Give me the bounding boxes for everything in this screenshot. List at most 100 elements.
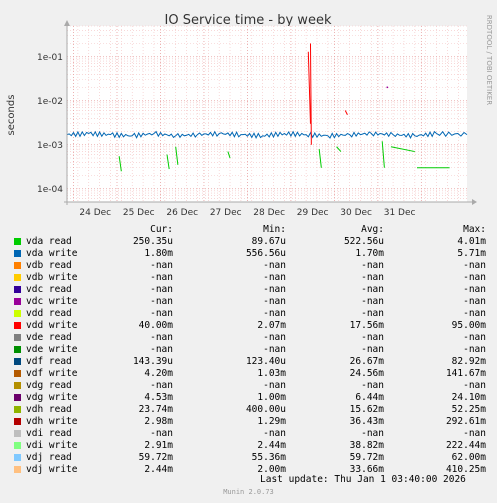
series-segment-vdd-write [344, 110, 348, 116]
series [66, 43, 468, 172]
legend-value-avg: 36.43m [349, 416, 384, 427]
legend-value-cur: 4.20m [144, 368, 173, 379]
legend-series-name: vde read [26, 332, 72, 343]
legend-series-name: vdb read [26, 260, 72, 271]
legend-row: vdj write 2.44m 2.00m 33.66m 410.25m [0, 464, 497, 476]
series-segment-vda-read [118, 156, 122, 172]
legend-value-max: 5.71m [457, 248, 486, 259]
legend-value-cur: -nan [150, 272, 173, 283]
legend-value-max: 95.00m [451, 320, 486, 331]
legend-row: vda read 250.35u 89.67u 522.56u 4.01m [0, 236, 497, 248]
legend-swatch [14, 358, 21, 365]
legend-value-min: 123.40u [245, 356, 286, 367]
legend-series-name: vde write [26, 344, 78, 355]
grid [66, 25, 467, 203]
legend-swatch [14, 394, 21, 401]
legend-row: vdb write -nan -nan -nan -nan [0, 272, 497, 284]
x-tick-label: 29 Dec [297, 208, 329, 218]
legend-swatch [14, 250, 21, 257]
series-segment-vda-read [390, 146, 415, 153]
series-point-vdh-write [386, 86, 389, 89]
legend-value-min: 1.29m [257, 416, 286, 427]
legend-value-max: -nan [463, 284, 486, 295]
legend-value-max: -nan [463, 428, 486, 439]
legend-value-min: -nan [263, 428, 286, 439]
legend-value-cur: -nan [150, 284, 173, 295]
legend-value-avg: -nan [361, 272, 384, 283]
legend-col-max: Max: [463, 224, 486, 235]
legend-value-avg: 33.66m [349, 464, 384, 475]
x-tick-label: 24 Dec [79, 208, 111, 218]
legend-value-cur: -nan [150, 260, 173, 271]
legend-row: vdg read -nan -nan -nan -nan [0, 380, 497, 392]
rrdtool-side-label: RRDTOOL / TOBI OETIKER [485, 15, 493, 105]
legend-value-avg: 6.44m [355, 392, 384, 403]
legend-row: vdc read -nan -nan -nan -nan [0, 284, 497, 296]
legend-value-min: 400.00u [245, 404, 286, 415]
y-tick-label: 1e-02 [37, 97, 63, 107]
legend-series-name: vdd write [26, 320, 78, 331]
legend-col-min: Min: [263, 224, 286, 235]
legend-swatch [14, 430, 21, 437]
legend-series-name: vdd read [26, 308, 72, 319]
y-tick-label: 1e-04 [37, 185, 63, 195]
legend-value-max: -nan [463, 272, 486, 283]
x-tick-label: 27 Dec [210, 208, 242, 218]
legend-series-name: vdj read [26, 452, 72, 463]
legend-row: vdd write 40.00m 2.07m 17.56m 95.00m [0, 320, 497, 332]
legend-value-cur: 23.74m [138, 404, 173, 415]
legend-swatch [14, 454, 21, 461]
legend-series-name: vdi read [26, 428, 72, 439]
legend-series-name: vdh read [26, 404, 72, 415]
legend-swatch [14, 370, 21, 377]
legend-value-cur: 2.98m [144, 416, 173, 427]
legend-value-max: 62.00m [451, 452, 486, 463]
y-tick-label: 1e-03 [37, 141, 63, 151]
legend-series-name: vda read [26, 236, 72, 247]
legend-swatch [14, 262, 21, 269]
legend-value-cur: -nan [150, 380, 173, 391]
legend-row: vdj read 59.72m 55.36m 59.72m 62.00m [0, 452, 497, 464]
series-segment-vdd-write [307, 51, 311, 124]
series-segment-vdd-write [309, 43, 312, 145]
legend-value-cur: 40.00m [138, 320, 173, 331]
legend-value-max: -nan [463, 296, 486, 307]
legend-row: vda write 1.80m 556.56u 1.70m 5.71m [0, 248, 497, 260]
legend-row: vdf read 143.39u 123.40u 26.67m 82.92m [0, 356, 497, 368]
legend-value-max: -nan [463, 380, 486, 391]
legend-series-name: vdj write [26, 464, 78, 475]
legend-swatch [14, 334, 21, 341]
ticks: 1e-04 1e-03 1e-02 1e-01 24 Dec 25 Dec 26 Dec 27… [37, 53, 415, 218]
legend-col-avg: Avg: [361, 224, 384, 235]
legend-swatch [14, 286, 21, 293]
last-update: Last update: Thu Jan 1 03:40:00 2026 [260, 474, 466, 485]
legend-value-max: 222.44m [445, 440, 486, 451]
legend-series-name: vdf write [26, 368, 78, 379]
legend-value-cur: -nan [150, 344, 173, 355]
series-segment-vda-read [336, 146, 342, 152]
legend-value-min: 1.03m [257, 368, 286, 379]
legend-value-min: -nan [263, 344, 286, 355]
legend-value-min: -nan [263, 284, 286, 295]
legend-value-max: 82.92m [451, 356, 486, 367]
legend-value-cur: 59.72m [138, 452, 173, 463]
legend-value-min: -nan [263, 260, 286, 271]
x-tick-label: 28 Dec [253, 208, 285, 218]
legend-value-avg: -nan [361, 260, 384, 271]
legend-row: vdi read -nan -nan -nan -nan [0, 428, 497, 440]
legend-value-avg: 26.67m [349, 356, 384, 367]
series-segment-vda-read [227, 151, 231, 159]
legend-value-min: 55.36m [251, 452, 286, 463]
legend-value-max: -nan [463, 332, 486, 343]
legend-swatch [14, 382, 21, 389]
legend-value-avg: -nan [361, 428, 384, 439]
legend-value-min: 2.07m [257, 320, 286, 331]
x-tick-label: 25 Dec [123, 208, 155, 218]
legend-value-avg: 59.72m [349, 452, 384, 463]
legend-row: vde read -nan -nan -nan -nan [0, 332, 497, 344]
x-tick-label: 30 Dec [340, 208, 372, 218]
legend-value-cur: 250.35u [132, 236, 173, 247]
legend-value-cur: -nan [150, 308, 173, 319]
legend-series-name: vdc write [26, 296, 78, 307]
legend-row: vdh read 23.74m 400.00u 15.62m 52.25m [0, 404, 497, 416]
